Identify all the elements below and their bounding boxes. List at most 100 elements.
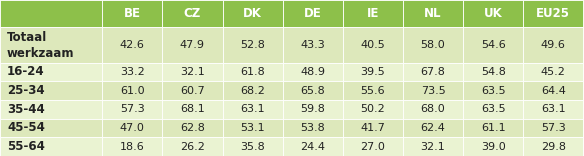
Bar	[0, 0, 102, 27]
Bar	[343, 100, 403, 119]
Text: 35-44: 35-44	[7, 103, 45, 116]
Text: 61.0: 61.0	[120, 86, 145, 96]
Text: 47.0: 47.0	[120, 123, 145, 133]
Text: 47.9: 47.9	[180, 40, 205, 50]
Text: 57.3: 57.3	[541, 123, 566, 133]
Bar	[463, 137, 523, 156]
Bar	[102, 137, 162, 156]
Text: 54.8: 54.8	[481, 67, 506, 77]
Text: 27.0: 27.0	[360, 142, 385, 152]
Bar	[463, 63, 523, 81]
Bar	[403, 81, 463, 100]
Bar	[283, 0, 343, 27]
Bar	[343, 0, 403, 27]
Text: IE: IE	[367, 7, 379, 20]
Bar	[223, 81, 283, 100]
Text: 40.5: 40.5	[360, 40, 385, 50]
Bar	[102, 100, 162, 119]
Bar	[403, 119, 463, 137]
Bar	[162, 119, 223, 137]
Bar	[283, 27, 343, 63]
Text: 73.5: 73.5	[420, 86, 446, 96]
Text: 42.6: 42.6	[120, 40, 145, 50]
Bar	[403, 100, 463, 119]
Bar	[403, 63, 463, 81]
Text: 32.1: 32.1	[180, 67, 205, 77]
Text: BE: BE	[124, 7, 141, 20]
Text: 65.8: 65.8	[300, 86, 325, 96]
Bar	[223, 119, 283, 137]
Bar	[463, 81, 523, 100]
Bar	[343, 137, 403, 156]
Bar	[463, 0, 523, 27]
Text: 62.8: 62.8	[180, 123, 205, 133]
Bar	[463, 119, 523, 137]
Text: 25-34: 25-34	[7, 84, 44, 97]
Text: 68.2: 68.2	[240, 86, 265, 96]
Text: 57.3: 57.3	[120, 104, 145, 114]
Text: 39.0: 39.0	[481, 142, 506, 152]
Text: 54.6: 54.6	[481, 40, 506, 50]
Bar	[0, 63, 102, 81]
Bar	[283, 137, 343, 156]
Bar	[463, 100, 523, 119]
Bar	[102, 27, 162, 63]
Bar	[162, 100, 223, 119]
Text: 35.8: 35.8	[240, 142, 265, 152]
Text: 49.6: 49.6	[541, 40, 566, 50]
Bar	[523, 119, 583, 137]
Text: Totaal
werkzaam: Totaal werkzaam	[7, 31, 75, 59]
Text: 63.1: 63.1	[541, 104, 566, 114]
Text: 60.7: 60.7	[180, 86, 205, 96]
Text: 48.9: 48.9	[300, 67, 325, 77]
Bar	[162, 27, 223, 63]
Text: NL: NL	[425, 7, 442, 20]
Bar	[162, 63, 223, 81]
Bar	[162, 137, 223, 156]
Text: 41.7: 41.7	[360, 123, 385, 133]
Text: 39.5: 39.5	[360, 67, 385, 77]
Bar	[223, 63, 283, 81]
Text: DE: DE	[304, 7, 322, 20]
Text: 24.4: 24.4	[300, 142, 325, 152]
Bar	[523, 63, 583, 81]
Bar	[162, 0, 223, 27]
Bar	[523, 100, 583, 119]
Bar	[0, 137, 102, 156]
Text: 45.2: 45.2	[541, 67, 566, 77]
Text: 67.8: 67.8	[420, 67, 446, 77]
Text: EU25: EU25	[536, 7, 571, 20]
Text: 18.6: 18.6	[120, 142, 145, 152]
Bar	[283, 100, 343, 119]
Text: 45-54: 45-54	[7, 122, 45, 134]
Bar	[162, 81, 223, 100]
Text: 68.1: 68.1	[180, 104, 205, 114]
Text: 61.1: 61.1	[481, 123, 506, 133]
Bar	[283, 63, 343, 81]
Text: 55.6: 55.6	[360, 86, 385, 96]
Text: 63.5: 63.5	[481, 86, 506, 96]
Bar	[102, 0, 162, 27]
Text: 55-64: 55-64	[7, 140, 45, 153]
Text: 53.1: 53.1	[240, 123, 265, 133]
Bar	[343, 81, 403, 100]
Text: 59.8: 59.8	[300, 104, 325, 114]
Bar	[223, 137, 283, 156]
Text: 50.2: 50.2	[360, 104, 385, 114]
Text: 61.8: 61.8	[240, 67, 265, 77]
Bar	[0, 100, 102, 119]
Bar	[283, 119, 343, 137]
Bar	[0, 27, 102, 63]
Bar	[343, 63, 403, 81]
Bar	[403, 0, 463, 27]
Bar	[223, 100, 283, 119]
Bar	[283, 81, 343, 100]
Text: 68.0: 68.0	[420, 104, 446, 114]
Text: 53.8: 53.8	[300, 123, 325, 133]
Text: 63.5: 63.5	[481, 104, 506, 114]
Bar	[403, 27, 463, 63]
Text: 29.8: 29.8	[541, 142, 566, 152]
Bar	[223, 27, 283, 63]
Bar	[0, 119, 102, 137]
Bar	[102, 63, 162, 81]
